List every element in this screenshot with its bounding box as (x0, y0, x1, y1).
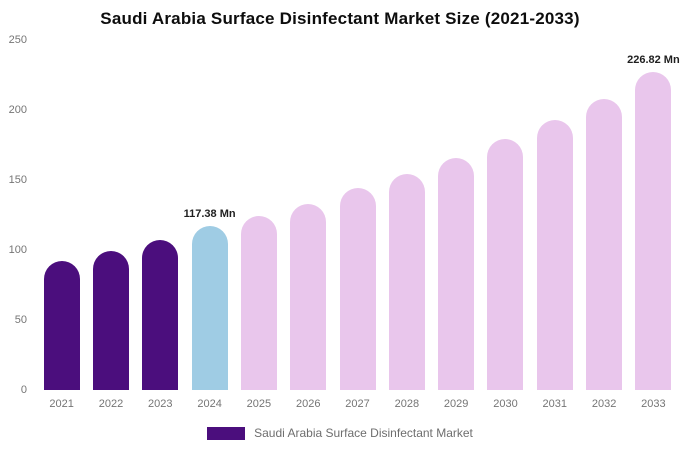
x-tick-label-2030: 2030 (493, 398, 518, 410)
bar-column-2029 (432, 40, 481, 390)
bar-2024 (191, 225, 228, 390)
plot-area: 117.38 Mn 226.82 Mn (37, 40, 680, 390)
x-tick-label-2031: 2031 (542, 398, 568, 410)
x-tick-label-2021: 2021 (49, 398, 74, 410)
x-tick-label-2024: 2024 (197, 398, 222, 410)
x-tick-label-2025: 2025 (246, 398, 272, 410)
x-tick-label-2022: 2022 (98, 398, 124, 410)
bar-2030 (487, 139, 524, 390)
y-tick-label: 150 (8, 174, 27, 186)
x-tick-label-2023: 2023 (148, 398, 173, 410)
x-tick-label-2028: 2028 (394, 398, 420, 410)
bar-column-2024: 117.38 Mn (183, 40, 236, 390)
bar-2021 (43, 261, 80, 390)
bar-column-2021 (37, 40, 86, 390)
legend: Saudi Arabia Surface Disinfectant Market (0, 426, 680, 440)
legend-label: Saudi Arabia Surface Disinfectant Market (254, 426, 473, 440)
bar-column-2030 (481, 40, 530, 390)
bar-2032 (586, 98, 623, 390)
x-tick-label-2029: 2029 (443, 398, 469, 410)
bar-column-2022 (86, 40, 135, 390)
bar-column-2026 (284, 40, 333, 390)
bar-column-2032 (579, 40, 628, 390)
bar-2031 (536, 119, 573, 390)
legend-swatch (207, 426, 246, 440)
y-tick-label: 200 (8, 104, 27, 116)
y-tick-label: 50 (14, 314, 27, 326)
x-axis: 2021 2022 2023 2024 2025 2026 2027 2028 2029 2030… (37, 398, 678, 410)
bar-column-2028 (382, 40, 431, 390)
bar-2022 (92, 251, 129, 390)
x-tick-label-2033: 2033 (641, 398, 666, 410)
bar-column-2023 (136, 40, 185, 390)
value-label-2033: 226.82 Mn (627, 54, 680, 67)
y-tick-label: 0 (20, 384, 27, 396)
bar-2029 (438, 157, 475, 390)
x-tick-label-2026: 2026 (295, 398, 321, 410)
bar-2026 (290, 203, 327, 390)
value-label-2024: 117.38 Mn (183, 207, 236, 220)
bar-2027 (339, 188, 376, 390)
bar-2033 (635, 72, 672, 390)
bar-2028 (388, 174, 425, 390)
bar-column-2031 (530, 40, 579, 390)
chart-title: Saudi Arabia Surface Disinfectant Market… (100, 9, 580, 28)
y-tick-label: 100 (8, 244, 27, 256)
bar-column-2025 (234, 40, 283, 390)
bar-column-2027 (333, 40, 382, 390)
bar-2025 (240, 216, 277, 390)
x-tick-label-2032: 2032 (591, 398, 617, 410)
y-tick-label: 250 (8, 34, 27, 46)
bar-2023 (142, 240, 179, 390)
x-tick-label-2027: 2027 (345, 398, 370, 410)
bar-column-2033: 226.82 Mn (627, 40, 680, 390)
